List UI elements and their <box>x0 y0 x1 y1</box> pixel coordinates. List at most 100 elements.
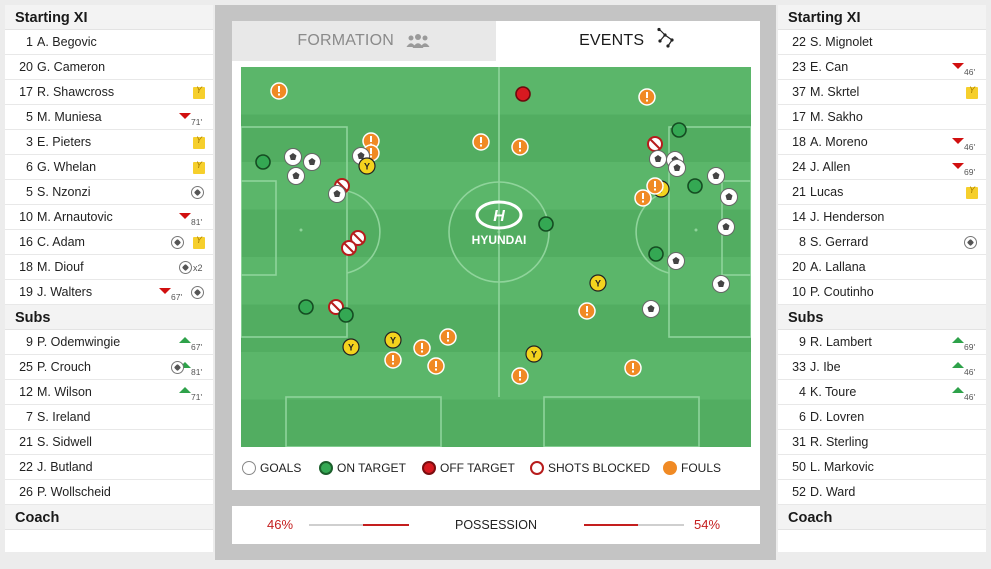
foul-marker[interactable] <box>472 133 490 151</box>
goal-marker[interactable] <box>303 153 321 171</box>
player-row[interactable]: 9 P. Odemwingie 67' <box>5 330 213 355</box>
player-row[interactable]: 5 S. Nzonzi <box>5 180 213 205</box>
foul-marker[interactable] <box>427 357 445 375</box>
goal-marker[interactable] <box>328 185 346 203</box>
player-name: C. Adam <box>37 235 85 249</box>
player-row[interactable]: 33 J. Ibe 46' <box>778 355 986 380</box>
right-penalty-arc <box>635 190 670 274</box>
goal-marker[interactable] <box>717 218 735 236</box>
player-row[interactable]: 3 E. Pieters <box>5 128 213 155</box>
goal-marker[interactable] <box>284 148 302 166</box>
player-row[interactable]: 10 P. Coutinho <box>778 280 986 305</box>
player-row[interactable]: 19 J. Walters 67' <box>5 280 213 305</box>
foul-marker[interactable] <box>413 339 431 357</box>
legend-off-target-icon <box>422 461 436 475</box>
player-row[interactable]: 5 M. Muniesa 71' <box>5 105 213 130</box>
on-target-marker[interactable] <box>255 154 271 170</box>
foul-marker[interactable] <box>439 328 457 346</box>
player-row[interactable]: 50 L. Markovic <box>778 455 986 480</box>
goal-marker[interactable] <box>668 159 686 177</box>
player-row[interactable]: 12 M. Wilson 71' <box>5 380 213 405</box>
player-row[interactable]: 17 M. Sakho <box>778 105 986 130</box>
on-target-marker[interactable] <box>538 216 554 232</box>
player-row[interactable]: 1 A. Begovic <box>5 30 213 55</box>
yellow-card-icon <box>193 153 205 180</box>
foul-marker[interactable] <box>624 359 642 377</box>
player-number: 22 <box>792 35 806 49</box>
player-row[interactable]: 21 S. Sidwell <box>5 430 213 455</box>
foul-marker[interactable] <box>638 88 656 106</box>
blocked-shot-marker[interactable] <box>341 240 357 256</box>
goal-marker[interactable] <box>712 275 730 293</box>
yellow-card-marker[interactable]: Y <box>384 331 402 349</box>
tab-events[interactable]: EVENTS <box>496 21 760 61</box>
yellow-card-marker[interactable]: Y <box>525 345 543 363</box>
player-row[interactable]: 4 K. Toure 46' <box>778 380 986 405</box>
player-row[interactable]: 52 D. Ward <box>778 480 986 505</box>
player-row[interactable]: 6 D. Lovren <box>778 405 986 430</box>
yellow-card-icon <box>193 228 205 255</box>
foul-marker[interactable] <box>384 351 402 369</box>
sub-on-arrow-icon: 81' <box>179 355 205 380</box>
yellow-card-marker[interactable]: Y <box>589 274 607 292</box>
player-row[interactable]: 18 A. Moreno 46' <box>778 130 986 155</box>
player-name: P. Wollscheid <box>37 485 111 499</box>
blocked-shot-marker[interactable] <box>328 299 344 315</box>
player-row[interactable]: 16 C. Adam <box>5 228 213 255</box>
player-row[interactable]: 6 G. Whelan <box>5 153 213 180</box>
off-target-marker[interactable] <box>515 86 531 102</box>
svg-text:Y: Y <box>531 350 537 360</box>
foul-marker[interactable] <box>270 82 288 100</box>
tab-formation[interactable]: FORMATION <box>232 21 496 61</box>
goal-marker[interactable] <box>707 167 725 185</box>
player-row[interactable]: 31 R. Sterling <box>778 430 986 455</box>
goal-marker[interactable] <box>667 252 685 270</box>
goal-marker[interactable] <box>649 150 667 168</box>
player-number: 3 <box>26 135 33 149</box>
goal-marker[interactable] <box>287 167 305 185</box>
foul-marker[interactable] <box>511 138 529 156</box>
blocked-shot-marker[interactable] <box>647 136 663 152</box>
player-row[interactable]: 9 R. Lambert 69' <box>778 330 986 355</box>
player-row[interactable]: 21 Lucas <box>778 178 986 205</box>
player-row[interactable]: 23 E. Can 46' <box>778 55 986 80</box>
player-number: 25 <box>19 360 33 374</box>
player-row[interactable]: 26 P. Wollscheid <box>5 480 213 505</box>
player-row[interactable]: 14 J. Henderson <box>778 205 986 230</box>
player-row[interactable]: 18 M. Diouf x2 <box>5 255 213 280</box>
blocked-shot-marker[interactable] <box>350 230 366 246</box>
away-subs-heading: Subs <box>778 305 986 330</box>
yellow-card-marker[interactable]: Y <box>358 157 376 175</box>
player-row[interactable]: 22 J. Butland <box>5 455 213 480</box>
player-number: 24 <box>792 160 806 174</box>
player-number: 22 <box>19 460 33 474</box>
foul-marker[interactable] <box>634 189 652 207</box>
foul-marker[interactable] <box>578 302 596 320</box>
player-row[interactable]: 22 S. Mignolet <box>778 30 986 55</box>
yellow-card-marker[interactable]: Y <box>342 338 360 356</box>
on-target-marker[interactable] <box>671 122 687 138</box>
on-target-marker[interactable] <box>338 307 354 323</box>
player-row[interactable]: 17 R. Shawcross <box>5 78 213 105</box>
player-name: J. Butland <box>37 460 93 474</box>
hyundai-emblem-letter: H <box>493 208 505 225</box>
on-target-marker[interactable] <box>687 178 703 194</box>
on-target-marker[interactable] <box>648 246 664 262</box>
player-row[interactable]: 20 A. Lallana <box>778 255 986 280</box>
player-row[interactable]: 20 G. Cameron <box>5 55 213 80</box>
goal-marker[interactable] <box>642 300 660 318</box>
player-name: J. Allen <box>810 160 851 174</box>
player-name: S. Sidwell <box>37 435 92 449</box>
player-row[interactable]: 8 S. Gerrard <box>778 230 986 255</box>
player-row[interactable]: 7 S. Ireland <box>5 405 213 430</box>
people-icon <box>406 34 430 48</box>
foul-marker[interactable] <box>646 177 664 195</box>
player-row[interactable]: 10 M. Arnautovic 81' <box>5 205 213 230</box>
player-row[interactable]: 24 J. Allen 69' <box>778 155 986 180</box>
goal-marker[interactable] <box>720 188 738 206</box>
foul-marker[interactable] <box>511 367 529 385</box>
player-row[interactable]: 25 P. Crouch 81' <box>5 355 213 380</box>
down-arrow-icon <box>952 63 964 69</box>
player-row[interactable]: 37 M. Skrtel <box>778 78 986 105</box>
on-target-marker[interactable] <box>298 299 314 315</box>
